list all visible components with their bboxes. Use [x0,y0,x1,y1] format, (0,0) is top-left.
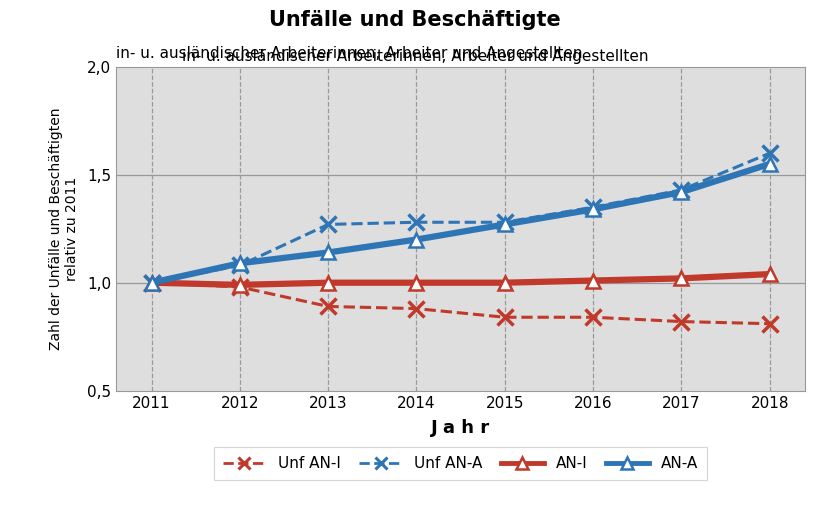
Line: AN-I: AN-I [144,267,777,292]
Y-axis label: Zahl der Unfälle und Beschäftigten
relativ zu 2011: Zahl der Unfälle und Beschäftigten relat… [49,107,79,350]
Text: Unfälle und Beschäftigte: Unfälle und Beschäftigte [269,10,561,30]
AN-I [147,280,157,286]
Unf AN-I [588,314,598,320]
AN-A [676,189,686,195]
Unf AN-A [412,219,422,225]
AN-I [676,276,686,282]
X-axis label: J a h r: J a h r [431,419,491,437]
AN-I [588,278,598,284]
AN-I [323,280,333,286]
AN-I [500,280,510,286]
Unf AN-I [764,321,774,327]
Unf AN-A [676,187,686,193]
Unf AN-I [147,280,157,286]
AN-A [147,280,157,286]
Unf AN-I [235,284,245,290]
Unf AN-I [412,305,422,311]
Legend: Unf AN-I, Unf AN-A, AN-I, AN-A: Unf AN-I, Unf AN-A, AN-I, AN-A [214,447,707,480]
AN-A [323,249,333,255]
Unf AN-I [676,319,686,325]
Line: AN-A: AN-A [144,157,777,290]
Unf AN-A [235,262,245,268]
AN-I [235,282,245,288]
Unf AN-A [147,280,157,286]
AN-I [412,280,422,286]
Unf AN-A [588,204,598,210]
AN-A [235,260,245,266]
AN-A [412,236,422,243]
Unf AN-A [323,222,333,228]
Line: Unf AN-A: Unf AN-A [144,145,778,290]
Unf AN-I [323,303,333,309]
Text: in- u. ausländischer Arbeiterinnen, Arbeiter und Angestellten: in- u. ausländischer Arbeiterinnen, Arbe… [116,46,583,62]
Unf AN-A [764,150,774,156]
Unf AN-A [500,219,510,225]
AN-I [764,271,774,277]
Line: Unf AN-I: Unf AN-I [144,275,778,332]
Text: in- u. ausländischer Arbeiterinnen, Arbeiter und Angestellten: in- u. ausländischer Arbeiterinnen, Arbe… [182,49,648,64]
AN-A [500,222,510,228]
AN-A [764,161,774,167]
Unf AN-I [500,314,510,320]
AN-A [588,206,598,212]
